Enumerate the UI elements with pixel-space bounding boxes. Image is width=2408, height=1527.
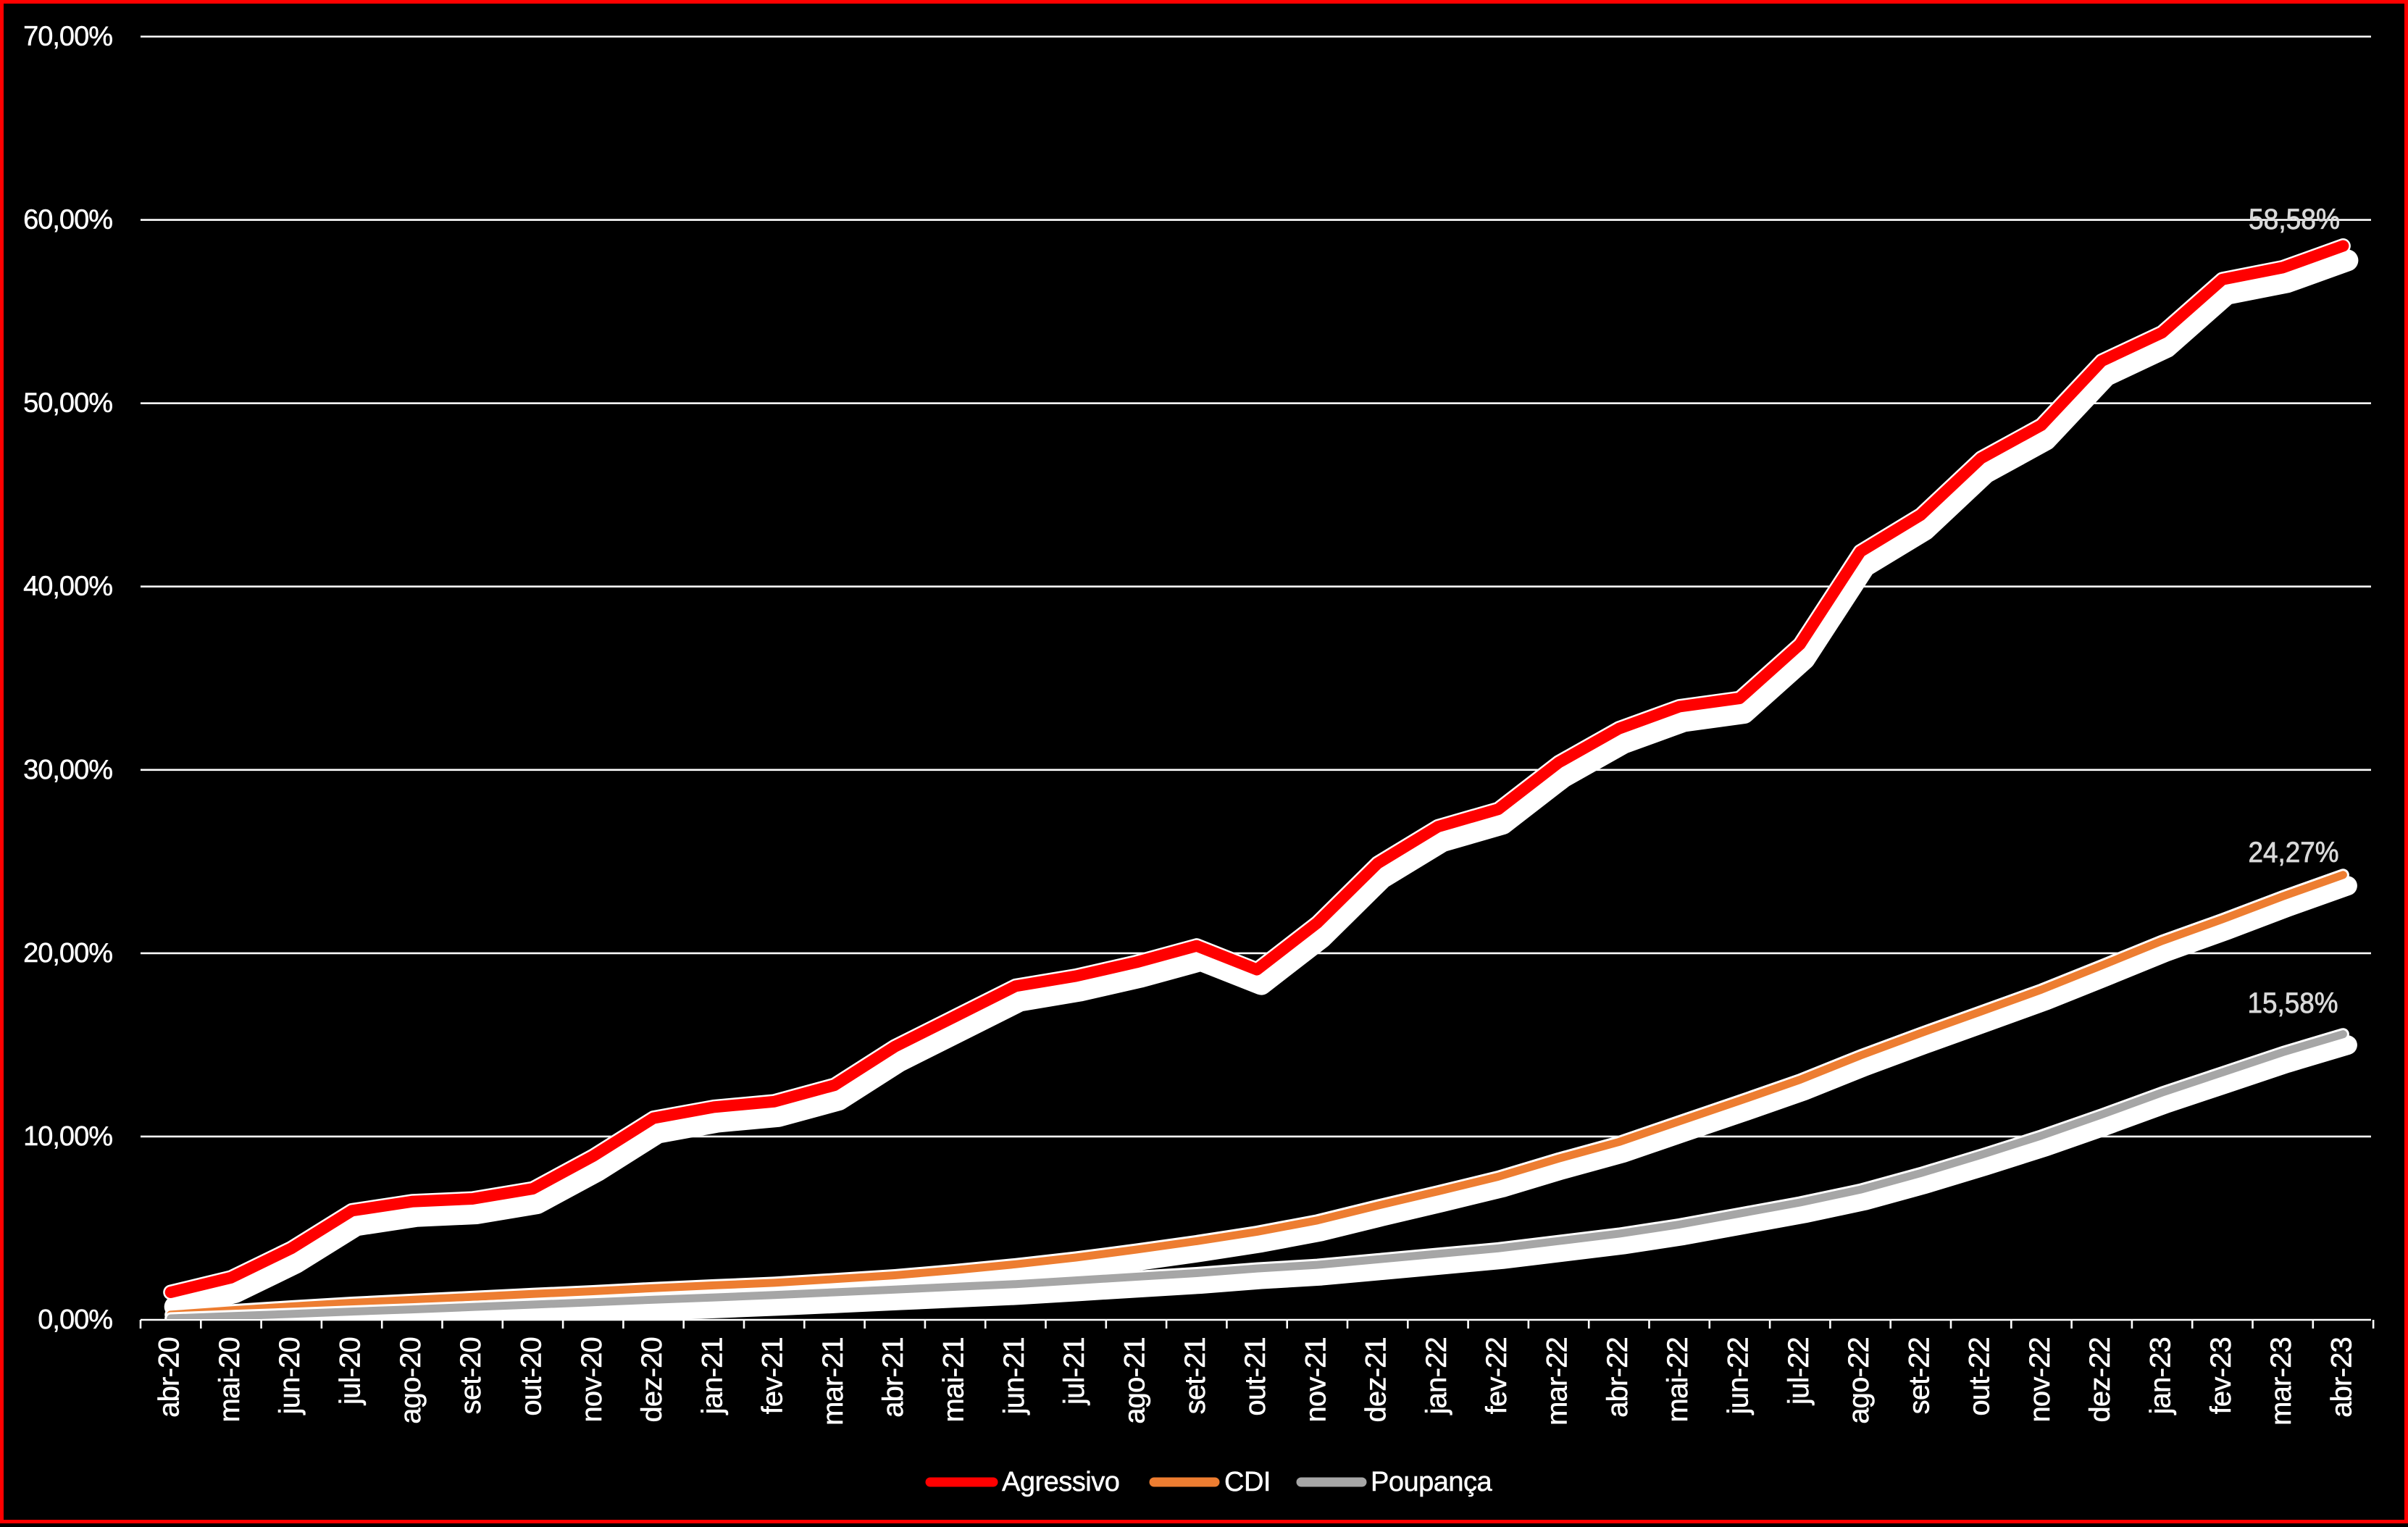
svg-text:jul-22: jul-22 bbox=[1783, 1337, 1815, 1405]
svg-text:70,00%: 70,00% bbox=[23, 22, 112, 52]
svg-text:jun-22: jun-22 bbox=[1722, 1337, 1754, 1415]
svg-text:Poupança: Poupança bbox=[1371, 1467, 1493, 1497]
svg-text:set-22: set-22 bbox=[1903, 1337, 1935, 1414]
svg-text:ago-20: ago-20 bbox=[395, 1337, 427, 1424]
svg-text:fev-23: fev-23 bbox=[2205, 1337, 2237, 1414]
svg-text:0,00%: 0,00% bbox=[38, 1305, 112, 1335]
svg-text:jun-20: jun-20 bbox=[274, 1337, 306, 1415]
svg-text:abr-20: abr-20 bbox=[154, 1337, 185, 1418]
svg-text:58,58%: 58,58% bbox=[2249, 204, 2340, 235]
svg-text:ago-21: ago-21 bbox=[1119, 1337, 1151, 1424]
svg-text:set-20: set-20 bbox=[455, 1337, 487, 1414]
svg-text:nov-21: nov-21 bbox=[1300, 1337, 1331, 1423]
svg-text:jan-21: jan-21 bbox=[696, 1337, 728, 1415]
svg-text:mar-21: mar-21 bbox=[817, 1337, 849, 1426]
svg-text:10,00%: 10,00% bbox=[23, 1121, 112, 1152]
svg-text:40,00%: 40,00% bbox=[23, 572, 112, 602]
svg-text:abr-22: abr-22 bbox=[1602, 1337, 1634, 1418]
svg-text:out-21: out-21 bbox=[1239, 1337, 1271, 1416]
svg-text:mai-22: mai-22 bbox=[1662, 1337, 1694, 1422]
svg-text:jan-23: jan-23 bbox=[2145, 1337, 2177, 1415]
svg-text:abr-21: abr-21 bbox=[877, 1337, 909, 1418]
svg-text:Agressivo: Agressivo bbox=[1002, 1467, 1119, 1497]
svg-text:50,00%: 50,00% bbox=[23, 388, 112, 419]
svg-text:30,00%: 30,00% bbox=[23, 755, 112, 785]
svg-text:abr-23: abr-23 bbox=[2325, 1337, 2357, 1418]
svg-text:mai-21: mai-21 bbox=[938, 1337, 970, 1422]
svg-text:20,00%: 20,00% bbox=[23, 938, 112, 969]
svg-text:nov-20: nov-20 bbox=[576, 1337, 608, 1423]
svg-text:CDI: CDI bbox=[1224, 1467, 1271, 1497]
svg-text:jul-20: jul-20 bbox=[335, 1337, 367, 1405]
svg-text:ago-22: ago-22 bbox=[1843, 1337, 1875, 1424]
svg-text:dez-22: dez-22 bbox=[2084, 1337, 2116, 1423]
svg-text:60,00%: 60,00% bbox=[23, 205, 112, 235]
svg-text:dez-20: dez-20 bbox=[636, 1337, 668, 1423]
svg-text:jun-21: jun-21 bbox=[998, 1337, 1030, 1415]
svg-text:nov-22: nov-22 bbox=[2024, 1337, 2056, 1423]
svg-text:jan-22: jan-22 bbox=[1421, 1337, 1452, 1415]
svg-text:fev-22: fev-22 bbox=[1481, 1337, 1513, 1414]
svg-text:fev-21: fev-21 bbox=[757, 1337, 789, 1414]
svg-text:mar-22: mar-22 bbox=[1542, 1337, 1573, 1426]
svg-text:out-22: out-22 bbox=[1964, 1337, 1996, 1416]
svg-text:24,27%: 24,27% bbox=[2249, 837, 2339, 869]
svg-text:dez-21: dez-21 bbox=[1360, 1337, 1392, 1423]
svg-text:mai-20: mai-20 bbox=[214, 1337, 246, 1422]
svg-text:out-20: out-20 bbox=[515, 1337, 547, 1416]
svg-text:15,58%: 15,58% bbox=[2248, 987, 2338, 1019]
svg-text:mar-23: mar-23 bbox=[2265, 1337, 2297, 1426]
svg-text:jul-21: jul-21 bbox=[1058, 1337, 1090, 1405]
svg-text:set-21: set-21 bbox=[1179, 1337, 1211, 1414]
